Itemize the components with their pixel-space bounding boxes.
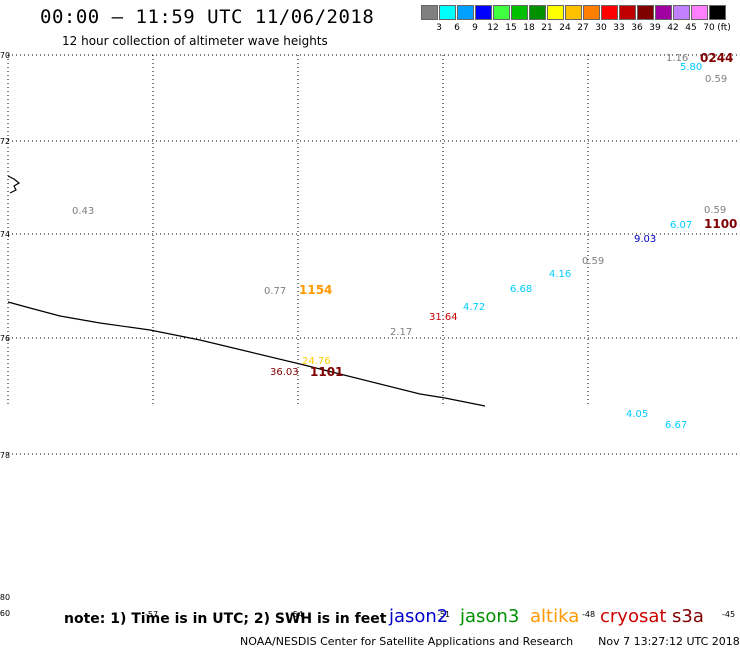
satellite-name-cryosat: cryosat bbox=[600, 606, 667, 627]
legend-swatch bbox=[673, 5, 690, 20]
legend-label: 3 bbox=[436, 23, 442, 33]
observation-time-label: 0244 bbox=[700, 51, 733, 65]
coastline-fragment bbox=[7, 175, 21, 194]
legend-label: 70 bbox=[703, 23, 715, 33]
legend-label: 21 bbox=[541, 23, 553, 33]
observation-swh-value: 31.64 bbox=[429, 312, 458, 323]
legend-label: 18 bbox=[523, 23, 535, 33]
legend-swatch bbox=[619, 5, 636, 20]
map-title: 00:00 – 11:59 UTC 11/06/2018 bbox=[40, 6, 375, 28]
satellite-name-s3a: s3a bbox=[672, 606, 704, 627]
longitude-label: -51 bbox=[437, 610, 450, 619]
latitude-labels: -70 -72 -74 -76 -78 -80 -60 bbox=[0, 51, 10, 618]
observation-swh-value: 1.16 bbox=[666, 53, 688, 64]
legend-label: 39 bbox=[649, 23, 661, 33]
legend-label: 33 bbox=[613, 23, 625, 33]
graticule-lon-lines bbox=[7, 55, 589, 405]
observation-swh-value: 0.59 bbox=[705, 74, 727, 85]
generation-timestamp: Nov 7 13:27:12 UTC 2018 bbox=[598, 635, 740, 648]
legend-swatch bbox=[475, 5, 492, 20]
legend-label: 15 bbox=[505, 23, 517, 33]
observation-swh-value: 0.59 bbox=[582, 256, 604, 267]
wave-height-legend: 3 6 9 12 15 18 21 24 27 30 33 36 39 42 45 70 (ft) bbox=[421, 5, 731, 33]
credit-text: NOAA/NESDIS Center for Satellite Applica… bbox=[240, 635, 574, 648]
legend-label: 6 bbox=[454, 23, 460, 33]
observation-swh-value: 6.68 bbox=[510, 284, 532, 295]
legend-label: 12 bbox=[487, 23, 499, 33]
legend-label: 42 bbox=[667, 23, 679, 33]
observation-time-label: 1154 bbox=[299, 283, 332, 297]
graticule-lat-lines bbox=[8, 54, 740, 455]
legend-unit: (ft) bbox=[717, 23, 731, 33]
satellite-name-jason2: jason2 bbox=[389, 606, 449, 627]
observation-time-label: 1100 bbox=[704, 217, 737, 231]
legend-swatch bbox=[547, 5, 564, 20]
observation-swh-value: 0.77 bbox=[264, 286, 286, 297]
observation-swh-value: 6.67 bbox=[665, 420, 687, 431]
legend-label: 27 bbox=[577, 23, 589, 33]
observation-swh-value: 4.05 bbox=[626, 409, 648, 420]
observation-time-label: 1101 bbox=[310, 365, 343, 379]
legend-swatch bbox=[457, 5, 474, 20]
legend-label: 9 bbox=[472, 23, 478, 33]
longitude-label: -45 bbox=[722, 610, 735, 619]
legend-swatch bbox=[439, 5, 456, 20]
legend-swatch bbox=[511, 5, 528, 20]
observation-swh-value: 5.80 bbox=[680, 62, 702, 73]
satellite-name-altika: altika bbox=[530, 606, 580, 627]
legend-label: 24 bbox=[559, 23, 571, 33]
observation-swh-value: 2.17 bbox=[390, 327, 412, 338]
legend-label: 36 bbox=[631, 23, 643, 33]
longitude-label: -57 bbox=[145, 610, 158, 619]
longitude-label: -54 bbox=[290, 610, 303, 619]
latitude-label: -74 bbox=[0, 230, 10, 239]
longitude-label: -48 bbox=[582, 610, 595, 619]
legend-swatch bbox=[637, 5, 654, 20]
legend-swatch bbox=[421, 5, 438, 20]
observation-swh-value: 36.03 bbox=[270, 367, 299, 378]
satellite-name-jason3: jason3 bbox=[460, 606, 520, 627]
observation-swh-value: 4.16 bbox=[549, 269, 571, 280]
observation-swh-value: 4.72 bbox=[463, 302, 485, 313]
observation-swh-value: 24.76 bbox=[302, 356, 331, 367]
latitude-label: -78 bbox=[0, 451, 10, 460]
legend-swatch bbox=[529, 5, 546, 20]
latitude-label: -60 bbox=[0, 609, 10, 618]
latitude-label: -72 bbox=[0, 137, 10, 146]
longitude-labels: -57 -54 -51 -48 -45 bbox=[145, 610, 735, 619]
observation-swh-value: 0.59 bbox=[704, 205, 726, 216]
legend-swatch bbox=[691, 5, 708, 20]
observation-swh-value: 6.07 bbox=[670, 220, 692, 231]
coastline-path bbox=[7, 301, 486, 407]
legend-swatch bbox=[709, 5, 726, 20]
legend-swatch bbox=[493, 5, 510, 20]
latitude-label: -70 bbox=[0, 51, 10, 60]
map-subtitle: 12 hour collection of altimeter wave hei… bbox=[62, 34, 328, 48]
legend-label: 30 bbox=[595, 23, 607, 33]
observation-swh-value: 9.03 bbox=[634, 234, 656, 245]
legend-label: 45 bbox=[685, 23, 697, 33]
observation-swh-value: 0.43 bbox=[72, 206, 94, 217]
credit-line: NOAA/NESDIS Center for Satellite Applica… bbox=[240, 635, 740, 648]
footer-note: note: 1) Time is in UTC; 2) SWH is in fe… bbox=[64, 611, 387, 627]
legend-swatch bbox=[601, 5, 618, 20]
latitude-label: -80 bbox=[0, 593, 10, 602]
latitude-label: -76 bbox=[0, 334, 10, 343]
legend-swatch bbox=[565, 5, 582, 20]
legend-swatch bbox=[655, 5, 672, 20]
legend-swatch bbox=[583, 5, 600, 20]
